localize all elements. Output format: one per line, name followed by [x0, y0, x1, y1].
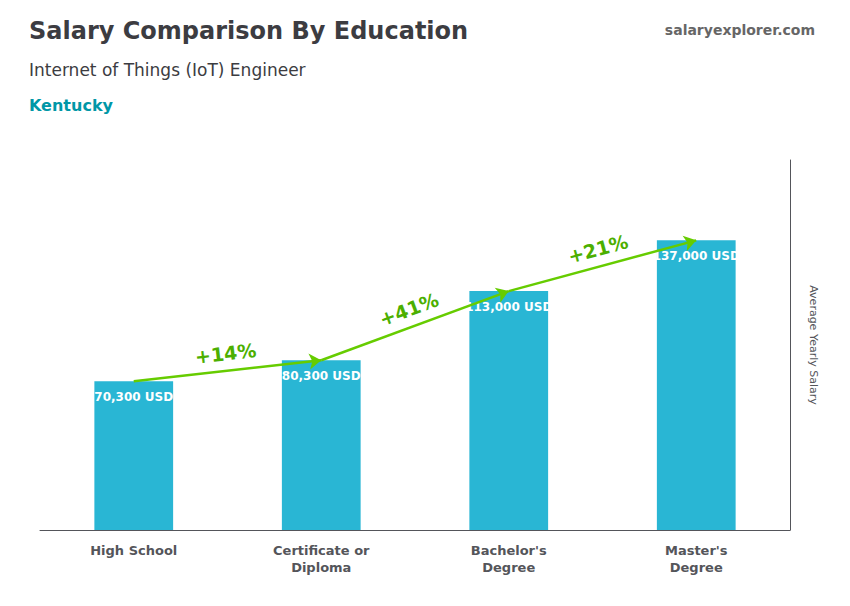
svg-text:70,300 USD: 70,300 USD	[94, 390, 173, 404]
svg-text:Average Yearly Salary: Average Yearly Salary	[807, 285, 820, 405]
svg-text:Internet of Things (IoT) Engin: Internet of Things (IoT) Engineer	[29, 60, 306, 80]
svg-text:Degree: Degree	[482, 560, 535, 575]
svg-text:+21%: +21%	[565, 230, 630, 267]
svg-text:137,000 USD: 137,000 USD	[653, 249, 740, 263]
svg-text:Bachelor's: Bachelor's	[471, 543, 547, 558]
svg-text:Degree: Degree	[670, 560, 723, 575]
svg-text:High School: High School	[90, 543, 177, 558]
svg-text:salaryexplorer.com: salaryexplorer.com	[665, 22, 815, 38]
svg-text:+41%: +41%	[376, 288, 441, 330]
svg-text:Diploma: Diploma	[291, 560, 351, 575]
svg-text:113,000 USD: 113,000 USD	[465, 300, 553, 315]
svg-text:Master's: Master's	[665, 543, 728, 558]
svg-text:Kentucky: Kentucky	[29, 96, 114, 115]
svg-text:Certificate or: Certificate or	[273, 543, 370, 558]
svg-text:+14%: +14%	[194, 339, 257, 368]
svg-text:Salary Comparison By Education: Salary Comparison By Education	[29, 17, 468, 45]
svg-text:80,300 USD: 80,300 USD	[282, 369, 361, 383]
